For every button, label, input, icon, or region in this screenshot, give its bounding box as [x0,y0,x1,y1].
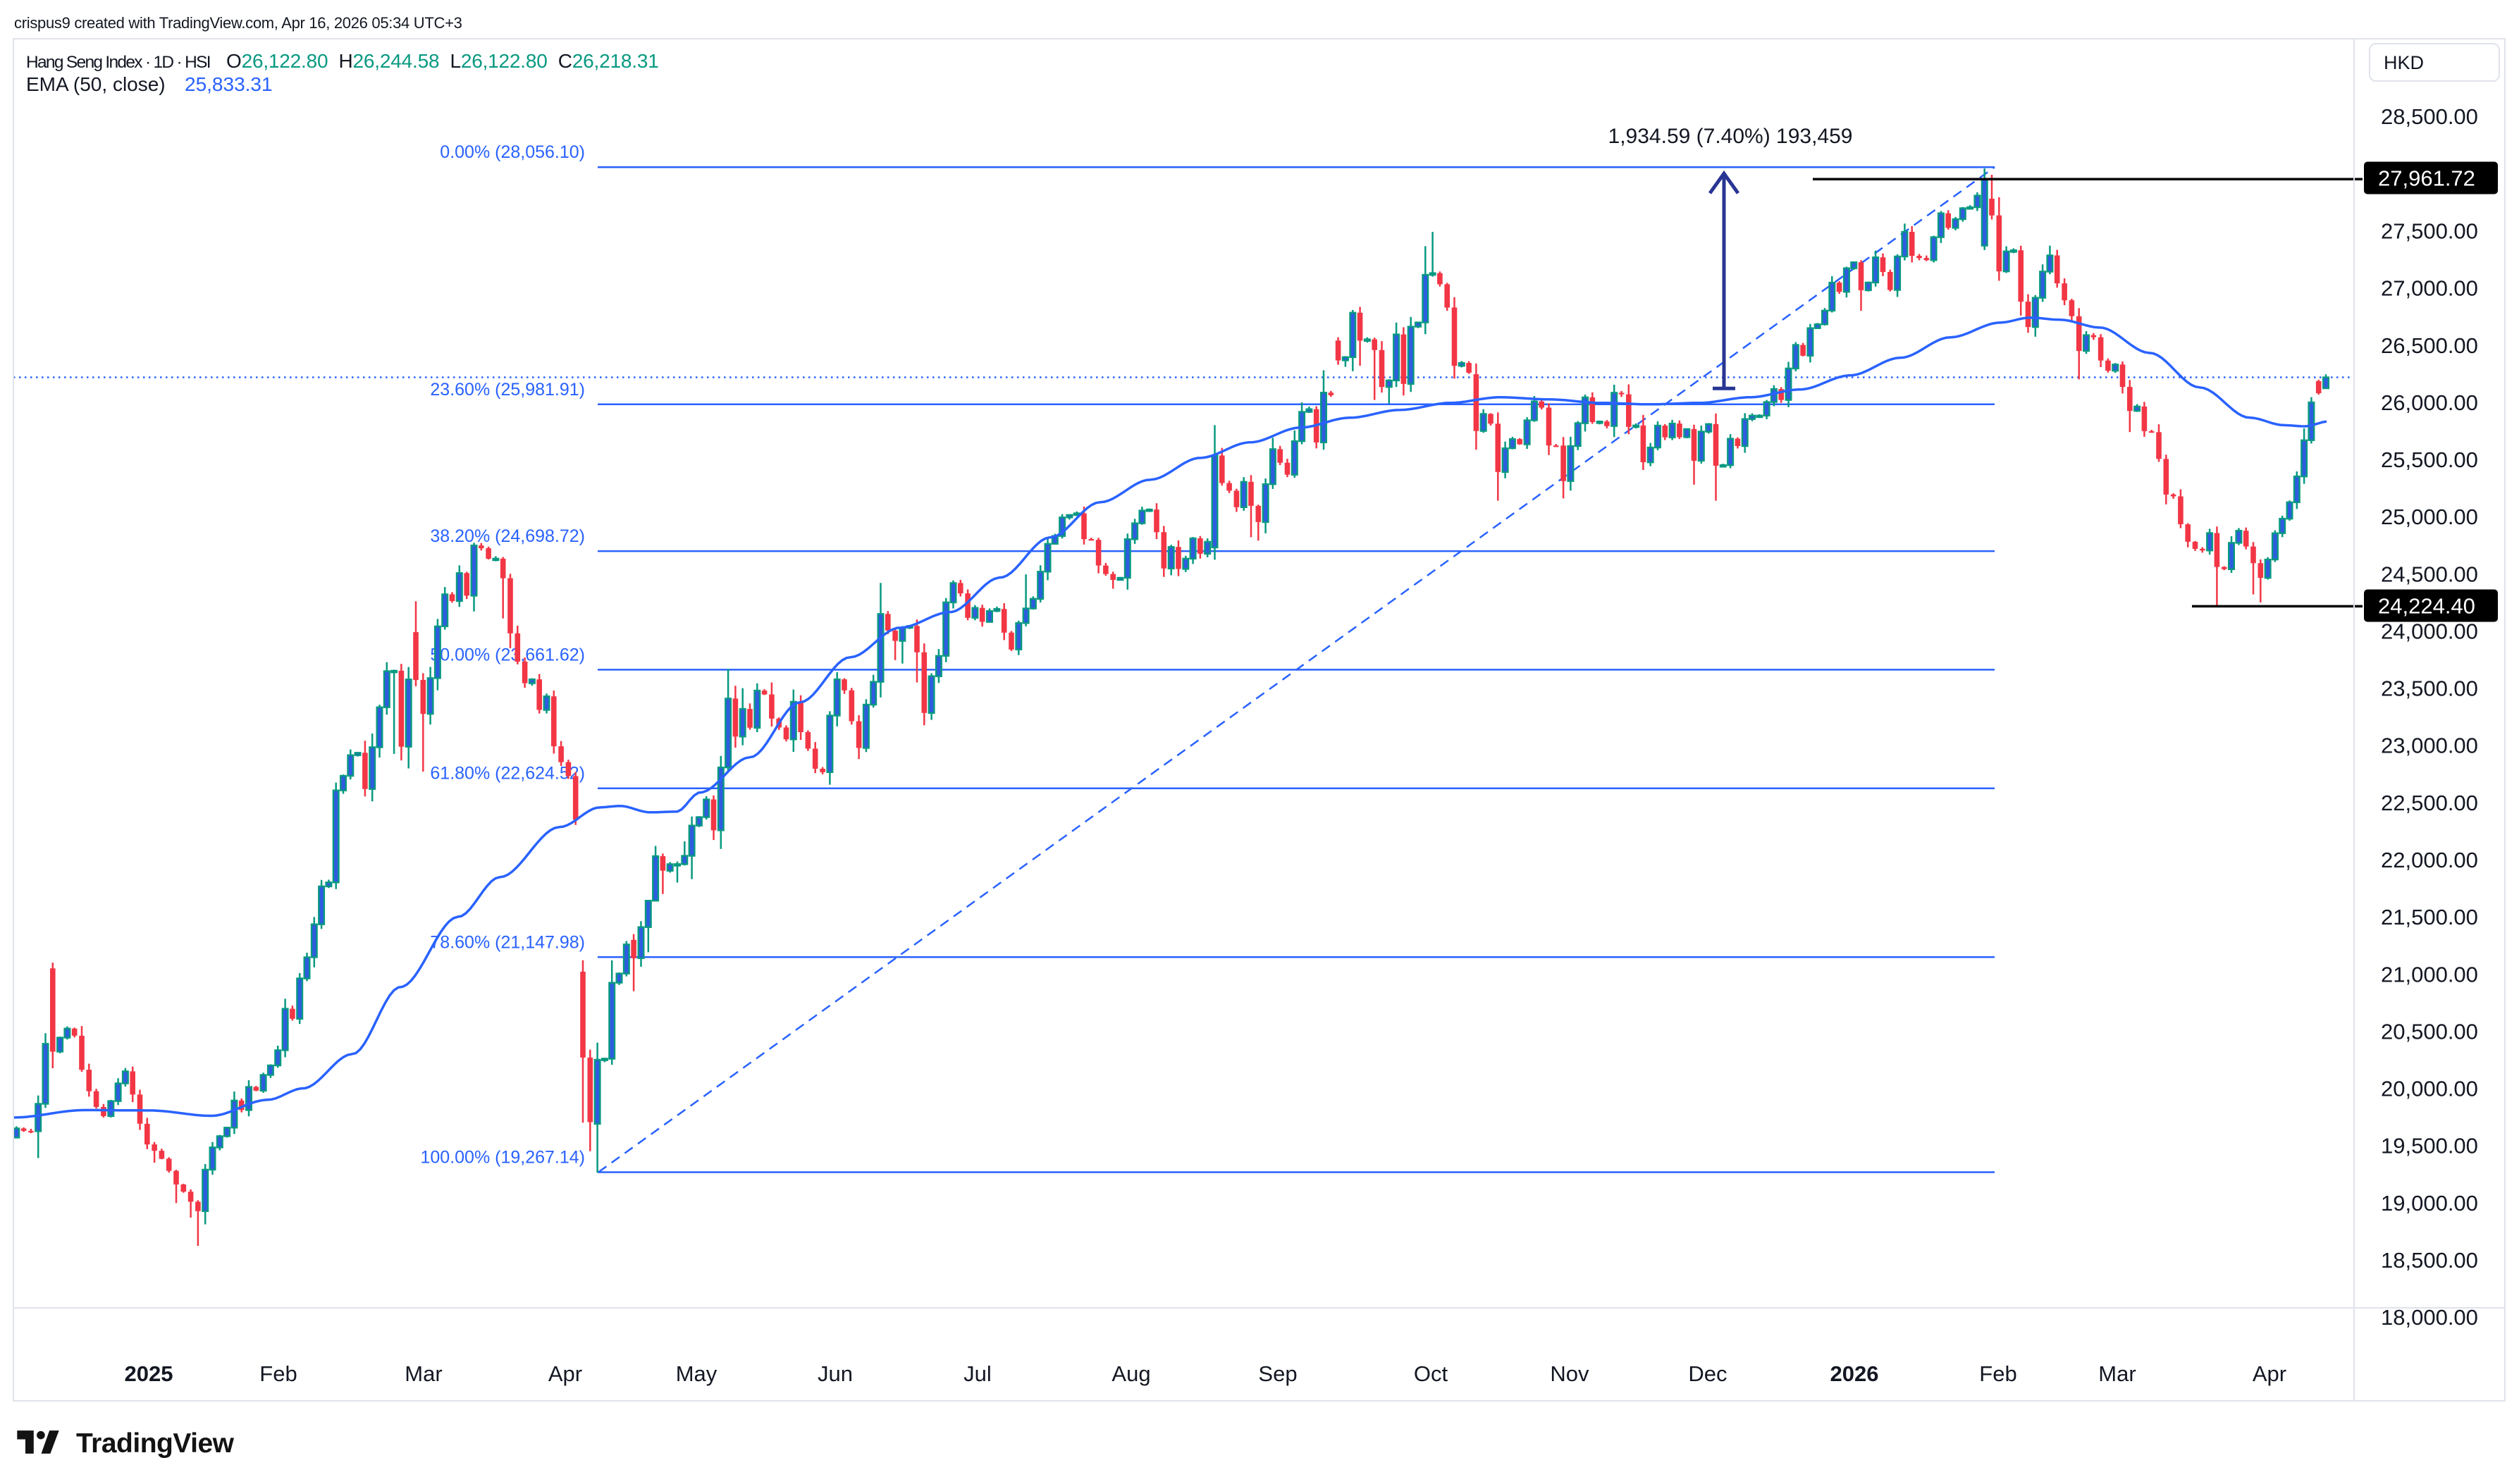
svg-text:Jun: Jun [818,1361,853,1386]
svg-text:Mar: Mar [2098,1361,2136,1386]
svg-text:24,000.00: 24,000.00 [2381,619,2478,643]
svg-text:2026: 2026 [1830,1361,1879,1386]
svg-text:22,000.00: 22,000.00 [2381,848,2478,872]
svg-text:Oct: Oct [1414,1361,1448,1386]
svg-text:20,000.00: 20,000.00 [2381,1077,2478,1101]
svg-text:HKD: HKD [2384,52,2424,73]
svg-text:May: May [676,1361,717,1386]
svg-text:24,500.00: 24,500.00 [2381,562,2478,586]
svg-text:Nov: Nov [1550,1361,1589,1386]
svg-text:25,500.00: 25,500.00 [2381,447,2478,472]
svg-text:Jul: Jul [963,1361,992,1386]
svg-text:24,224.40: 24,224.40 [2378,594,2475,619]
svg-text:21,000.00: 21,000.00 [2381,962,2478,987]
svg-text:Dec: Dec [1688,1361,1727,1386]
svg-text:26,500.00: 26,500.00 [2381,333,2478,358]
svg-text:21,500.00: 21,500.00 [2381,905,2478,929]
svg-text:19,500.00: 19,500.00 [2381,1134,2478,1158]
svg-text:26,000.00: 26,000.00 [2381,390,2478,415]
svg-text:0.00% (28,056.10): 0.00% (28,056.10) [440,142,585,162]
svg-text:18,500.00: 18,500.00 [2381,1248,2478,1273]
svg-text:O26,122.80 H26,244.58 L26,12: O26,122.80 H26,244.58 L26,122.80 C26,218… [226,50,659,72]
svg-text:TradingView: TradingView [76,1428,235,1459]
svg-text:27,500.00: 27,500.00 [2381,219,2478,244]
svg-text:Feb: Feb [259,1361,297,1386]
svg-text:crispus9 created with TradingV: crispus9 created with TradingView.com, A… [14,14,462,32]
svg-text:EMA (50, close): EMA (50, close) [26,73,166,95]
svg-text:Sep: Sep [1258,1361,1297,1386]
svg-text:18,000.00: 18,000.00 [2381,1305,2478,1330]
svg-text:22,500.00: 22,500.00 [2381,791,2478,815]
svg-text:23.60% (25,981.91): 23.60% (25,981.91) [430,380,585,400]
svg-text:Hang Seng Index · 1D · HSI: Hang Seng Index · 1D · HSI [26,53,210,72]
svg-text:28,500.00: 28,500.00 [2381,104,2478,129]
svg-text:Apr: Apr [2253,1361,2286,1386]
svg-text:19,000.00: 19,000.00 [2381,1191,2478,1216]
svg-text:38.20% (24,698.72): 38.20% (24,698.72) [430,526,585,546]
svg-text:20,500.00: 20,500.00 [2381,1019,2478,1044]
svg-text:1,934.59 (7.40%) 193,459: 1,934.59 (7.40%) 193,459 [1608,125,1853,148]
svg-text:Apr: Apr [548,1361,582,1386]
svg-text:2025: 2025 [125,1361,173,1386]
svg-text:61.80% (22,624.52): 61.80% (22,624.52) [430,764,585,784]
svg-text:25,000.00: 25,000.00 [2381,505,2478,529]
svg-text:Mar: Mar [405,1361,442,1386]
svg-text:100.00% (19,267.14): 100.00% (19,267.14) [420,1148,585,1168]
svg-text:50.00% (23,661.62): 50.00% (23,661.62) [430,645,585,664]
svg-text:23,500.00: 23,500.00 [2381,676,2478,701]
svg-text:23,000.00: 23,000.00 [2381,734,2478,758]
svg-text:Aug: Aug [1111,1361,1150,1386]
svg-text:27,961.72: 27,961.72 [2378,166,2475,191]
svg-text:Feb: Feb [1979,1361,2016,1386]
svg-text:78.60% (21,147.98): 78.60% (21,147.98) [430,932,585,952]
svg-text:25,833.31: 25,833.31 [185,73,273,95]
svg-text:27,000.00: 27,000.00 [2381,276,2478,301]
